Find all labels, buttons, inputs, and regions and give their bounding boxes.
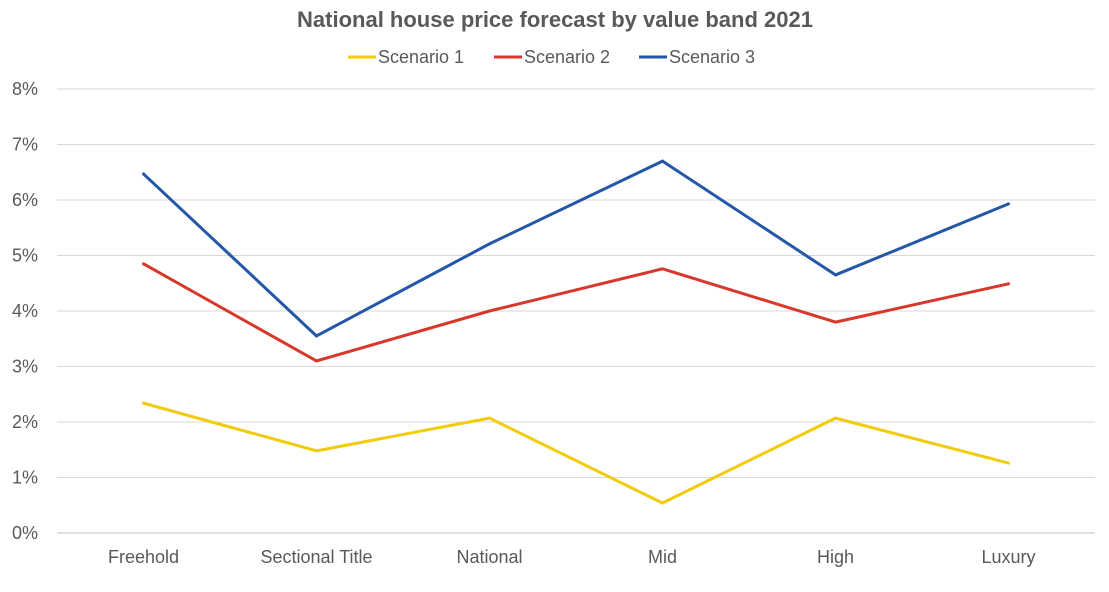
legend-label: Scenario 1 (378, 47, 464, 67)
data-point (1007, 461, 1010, 465)
y-tick-label: 5% (12, 246, 38, 266)
y-tick-label: 0% (12, 523, 38, 543)
legend-item-3: Scenario 3 (639, 47, 755, 67)
data-point (488, 416, 491, 420)
x-tick-label: Mid (648, 547, 677, 567)
data-point (834, 320, 837, 324)
data-point (661, 267, 664, 271)
data-point (142, 172, 145, 176)
series-line-1 (143, 401, 1009, 505)
data-point (142, 262, 145, 266)
x-tick-label: Sectional Title (260, 547, 372, 567)
x-tick-label: National (456, 547, 522, 567)
legend-item-1: Scenario 1 (348, 47, 464, 67)
x-tick-label: High (817, 547, 854, 567)
data-point (834, 273, 837, 277)
data-point (1007, 202, 1010, 206)
series-lines (142, 159, 1010, 505)
legend-item-2: Scenario 2 (494, 47, 610, 67)
legend-label: Scenario 3 (669, 47, 755, 67)
chart-title: National house price forecast by value b… (297, 7, 813, 32)
y-tick-label: 7% (12, 135, 38, 155)
series-line-2 (142, 262, 1009, 363)
y-axis-ticks: 0% 1% 2% 3% 4% 5% 6% 7% 8% (12, 79, 38, 543)
data-point (488, 309, 491, 313)
data-point (834, 416, 837, 420)
y-tick-label: 3% (12, 357, 38, 377)
x-tick-label: Freehold (108, 547, 179, 567)
legend: Scenario 1 Scenario 2 Scenario 3 (348, 47, 755, 67)
x-tick-label: Luxury (981, 547, 1035, 567)
data-point (315, 359, 318, 363)
data-point (661, 501, 664, 505)
series-line-3 (142, 159, 1010, 338)
data-point (315, 334, 318, 338)
y-tick-label: 8% (12, 79, 38, 99)
legend-label: Scenario 2 (524, 47, 610, 67)
data-point (142, 401, 145, 405)
data-point (488, 242, 491, 246)
y-tick-label: 6% (12, 190, 38, 210)
data-point (315, 449, 318, 453)
gridlines (57, 88, 1095, 534)
data-point (661, 159, 664, 163)
y-tick-label: 2% (12, 412, 38, 432)
y-tick-label: 4% (12, 301, 38, 321)
x-axis-ticks: Freehold Sectional Title National Mid High Lu… (108, 547, 1036, 567)
y-tick-label: 1% (12, 468, 38, 488)
data-point (1007, 282, 1010, 286)
